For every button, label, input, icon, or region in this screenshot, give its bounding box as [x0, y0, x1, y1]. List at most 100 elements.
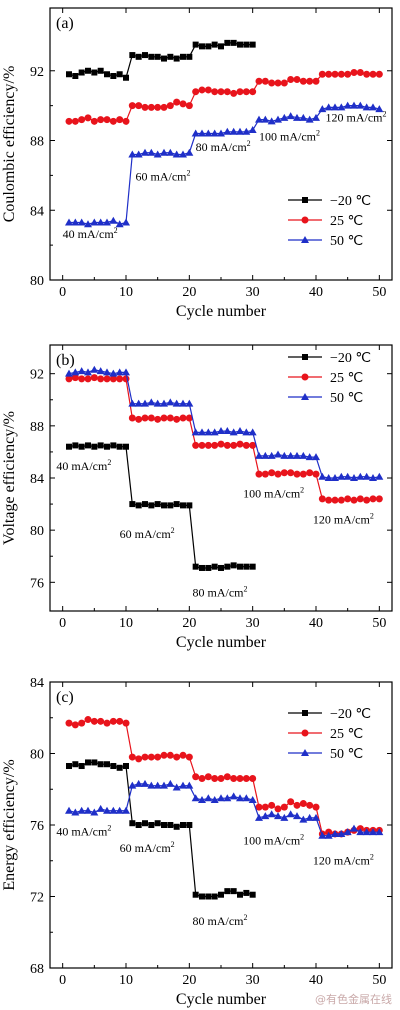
data-point: [180, 502, 186, 509]
data-point: [72, 73, 79, 79]
data-point: [293, 451, 301, 459]
data-point: [324, 474, 333, 481]
data-point: [167, 822, 174, 828]
data-point: [65, 719, 73, 727]
data-point: [267, 451, 276, 459]
x-tick-label: 40: [309, 616, 323, 631]
y-tick-label: 88: [30, 420, 44, 435]
y-tick-label: 84: [30, 472, 44, 487]
chart-panel: 0 10 20 30 40 50 80 84 88 92 Cycle number Coulombic…: [1, 7, 393, 320]
data-point: [103, 806, 111, 814]
data-point: [172, 399, 181, 407]
legend-marker: [301, 373, 309, 381]
data-point: [305, 453, 314, 461]
data-point: [154, 415, 162, 423]
data-point: [103, 218, 111, 226]
data-point: [344, 495, 352, 503]
data-point: [128, 102, 136, 110]
data-point: [179, 751, 187, 759]
legend-entry: 50 ℃: [330, 747, 363, 762]
legend-entry: 25 ℃: [330, 371, 363, 386]
data-point: [204, 428, 213, 436]
data-point: [71, 808, 80, 816]
data-point: [350, 496, 358, 504]
data-point: [350, 474, 358, 481]
data-point: [224, 563, 231, 570]
data-point: [78, 763, 85, 770]
data-point: [230, 775, 238, 783]
data-point: [223, 127, 232, 135]
data-point: [185, 399, 194, 407]
data-point: [312, 803, 320, 811]
series-line: [68, 783, 380, 837]
data-series: [65, 101, 384, 228]
data-point: [223, 773, 231, 781]
data-point: [122, 375, 130, 383]
x-axis-title: Cycle number: [176, 303, 267, 320]
current-density-label: 40 mA/cm2: [56, 824, 111, 839]
data-point: [116, 71, 123, 78]
data-point: [122, 806, 130, 814]
data-point: [179, 399, 187, 407]
data-point: [135, 822, 142, 828]
data-point: [166, 751, 174, 759]
x-tick-label: 30: [246, 285, 260, 300]
data-point: [97, 717, 105, 725]
data-point: [160, 751, 168, 759]
data-point: [160, 781, 168, 789]
data-point: [173, 98, 181, 106]
data-point: [90, 808, 99, 816]
current-density-label: 120 mA/cm2: [326, 109, 387, 124]
data-point: [71, 721, 79, 729]
data-point: [161, 55, 167, 62]
data-point: [116, 764, 123, 771]
data-point: [299, 800, 307, 808]
data-point: [192, 891, 199, 898]
data-point: [97, 442, 104, 449]
data-point: [198, 795, 206, 803]
data-point: [255, 77, 263, 85]
data-point: [242, 127, 251, 135]
data-point: [166, 148, 175, 156]
data-point: [172, 783, 181, 791]
data-point: [122, 117, 130, 125]
data-point: [147, 414, 155, 422]
data-point: [230, 888, 237, 895]
data-point: [128, 753, 136, 761]
data-point: [293, 801, 301, 809]
data-point: [236, 427, 244, 435]
data-point: [160, 148, 168, 156]
data-point: [84, 716, 92, 724]
data-point: [255, 115, 263, 123]
data-point: [71, 218, 80, 226]
chart-panels: 0 10 20 30 40 50 80 84 88 92 Cycle number Coulombic…: [1, 7, 393, 1008]
data-point: [160, 399, 168, 407]
data-point: [141, 148, 149, 156]
data-point: [205, 43, 212, 50]
x-tick-label: 30: [246, 973, 260, 988]
data-point: [173, 415, 181, 423]
data-point: [90, 717, 98, 725]
data-point: [166, 102, 174, 110]
data-point: [129, 820, 136, 827]
data-point: [142, 52, 148, 59]
data-point: [237, 41, 243, 48]
data-point: [299, 77, 307, 85]
data-point: [210, 795, 219, 803]
data-point: [218, 564, 224, 571]
data-point: [116, 443, 123, 450]
data-point: [179, 781, 187, 789]
data-point: [305, 813, 314, 821]
chart-panel: 0 10 20 30 40 50 76 80 84 88 92 Cycle number Voltage…: [1, 344, 393, 651]
data-point: [148, 53, 155, 60]
data-point: [325, 70, 333, 78]
data-point: [293, 113, 301, 121]
data-point: [268, 469, 276, 477]
data-point: [180, 53, 186, 60]
data-point: [205, 893, 212, 900]
data-point: [71, 368, 80, 376]
data-point: [115, 220, 124, 228]
data-point: [211, 893, 218, 900]
legend-marker: [301, 236, 309, 243]
data-point: [204, 794, 213, 802]
